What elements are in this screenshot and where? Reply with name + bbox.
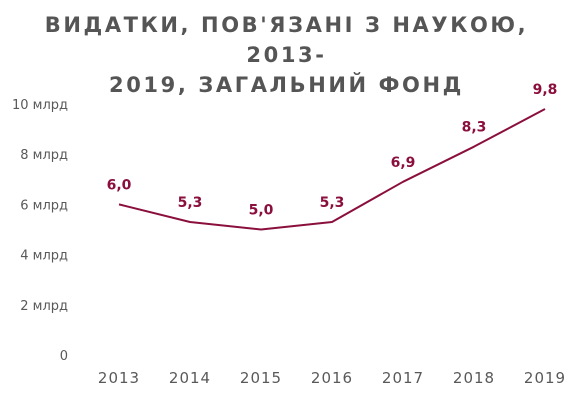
y-tick-label: 8 млрд: [20, 148, 68, 163]
data-label: 6,0: [107, 177, 132, 193]
x-tick-label: 2019: [524, 369, 566, 387]
y-tick-label: 10 млрд: [12, 98, 68, 113]
series-line: [118, 108, 546, 231]
data-label: 8,3: [462, 120, 487, 136]
data-label: 5,3: [320, 195, 345, 211]
data-label: 6,9: [391, 155, 416, 171]
x-tick-label: 2015: [240, 369, 282, 387]
x-tick-label: 2016: [311, 369, 353, 387]
data-labels: 6,0 5,3 5,0 5,3 6,9 8,3 9,8: [107, 82, 558, 218]
y-axis-ticks: 0 2 млрд 4 млрд 6 млрд 8 млрд 10 млрд: [12, 98, 68, 364]
data-label: 5,3: [178, 195, 203, 211]
chart-title: ВИДАТКИ, ПОВ'ЯЗАНІ З НАУКОЮ, 2013- 2019,…: [0, 10, 573, 100]
x-tick-label: 2018: [453, 369, 495, 387]
x-tick-label: 2017: [382, 369, 424, 387]
x-tick-label: 2013: [98, 369, 140, 387]
x-tick-label: 2014: [169, 369, 211, 387]
y-tick-label: 4 млрд: [20, 249, 68, 264]
y-tick-label: 2 млрд: [20, 299, 68, 314]
chart-title-line-1: ВИДАТКИ, ПОВ'ЯЗАНІ З НАУКОЮ, 2013-: [44, 13, 529, 67]
x-axis-ticks: 2013 2014 2015 2016 2017 2018 2019: [98, 369, 566, 387]
data-label: 5,0: [249, 203, 274, 219]
data-label: 9,8: [533, 82, 558, 98]
series-lines: [118, 108, 546, 231]
y-tick-label: 6 млрд: [20, 198, 68, 213]
chart-title-line-2: 2019, ЗАГАЛЬНИЙ ФОНД: [109, 73, 464, 97]
y-tick-label: 0: [60, 349, 68, 364]
